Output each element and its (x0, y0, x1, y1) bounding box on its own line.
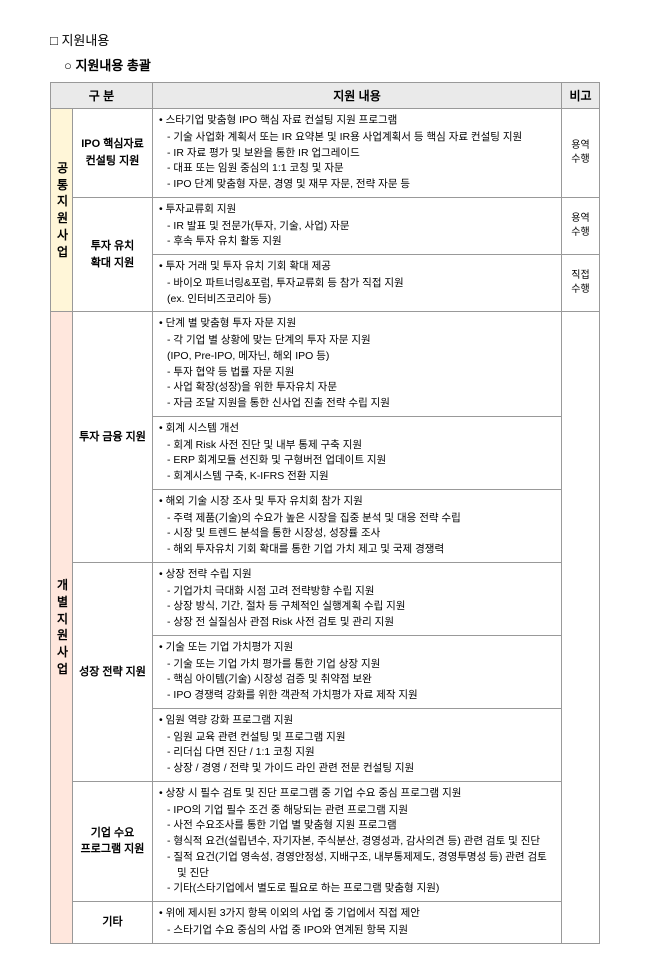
support-table: 구 분 지원 내용 비고 공통지원사업 IPO 핵심자료컨설팅 지원 • 스타기… (50, 82, 600, 944)
header-division: 구 분 (51, 83, 153, 109)
sub-heading: ○ 지원내용 총괄 (64, 55, 600, 74)
subcat-demand-program: 기업 수요프로그램 지원 (73, 781, 153, 901)
note-r2b: 직접수행 (562, 255, 600, 312)
category-individual: 개별지원사업 (51, 312, 73, 943)
content-r4b: • 기술 또는 기업 가치평가 지원 - 기술 또는 기업 가치 평가를 통한 … (153, 635, 562, 708)
header-note: 비고 (562, 83, 600, 109)
subcat-growth-strategy: 성장 전략 지원 (73, 562, 153, 781)
content-r6: • 위에 제시된 3가지 항목 이외의 사업 중 기업에서 직접 제안 - 스타… (153, 902, 562, 944)
content-r2b: • 투자 거래 및 투자 유치 기회 확대 제공 - 바이오 파트너링&포럼, … (153, 255, 562, 312)
content-r1: • 스타기업 맞춤형 IPO 핵심 자료 컨설팅 지원 프로그램 - 기술 사업… (153, 109, 562, 198)
subcat-invest-finance: 투자 금융 지원 (73, 312, 153, 563)
header-content: 지원 내용 (153, 83, 562, 109)
content-r2a: • 투자교류회 지원 - IR 발표 및 전문가(투자, 기술, 사업) 자문 … (153, 197, 562, 254)
subcat-ipo-core: IPO 핵심자료컨설팅 지원 (73, 109, 153, 198)
section-heading: □ 지원내용 (50, 30, 600, 49)
content-r3a: • 단계 별 맞춤형 투자 자문 지원 - 각 기업 별 상황에 맞는 단계의 … (153, 312, 562, 417)
content-r3c: • 해외 기술 시장 조사 및 투자 유치회 참가 지원 - 주력 제품(기술)… (153, 489, 562, 562)
content-r4c: • 임원 역량 강화 프로그램 지원 - 임원 교육 관련 컨설팅 및 프로그램… (153, 708, 562, 781)
content-r3b: • 회계 시스템 개선 - 회계 Risk 사전 진단 및 내부 통제 구축 지… (153, 416, 562, 489)
subcat-invest-expand: 투자 유치확대 지원 (73, 197, 153, 312)
note-r2a: 용역수행 (562, 197, 600, 254)
content-r5: • 상장 시 필수 검토 및 진단 프로그램 중 기업 수요 중심 프로그램 지… (153, 781, 562, 901)
category-common: 공통지원사업 (51, 109, 73, 312)
content-r4a: • 상장 전략 수립 지원 - 기업가치 극대화 시점 고려 전략방향 수립 지… (153, 562, 562, 635)
note-r1: 용역수행 (562, 109, 600, 198)
note-individual (562, 312, 600, 943)
subcat-etc: 기타 (73, 902, 153, 944)
